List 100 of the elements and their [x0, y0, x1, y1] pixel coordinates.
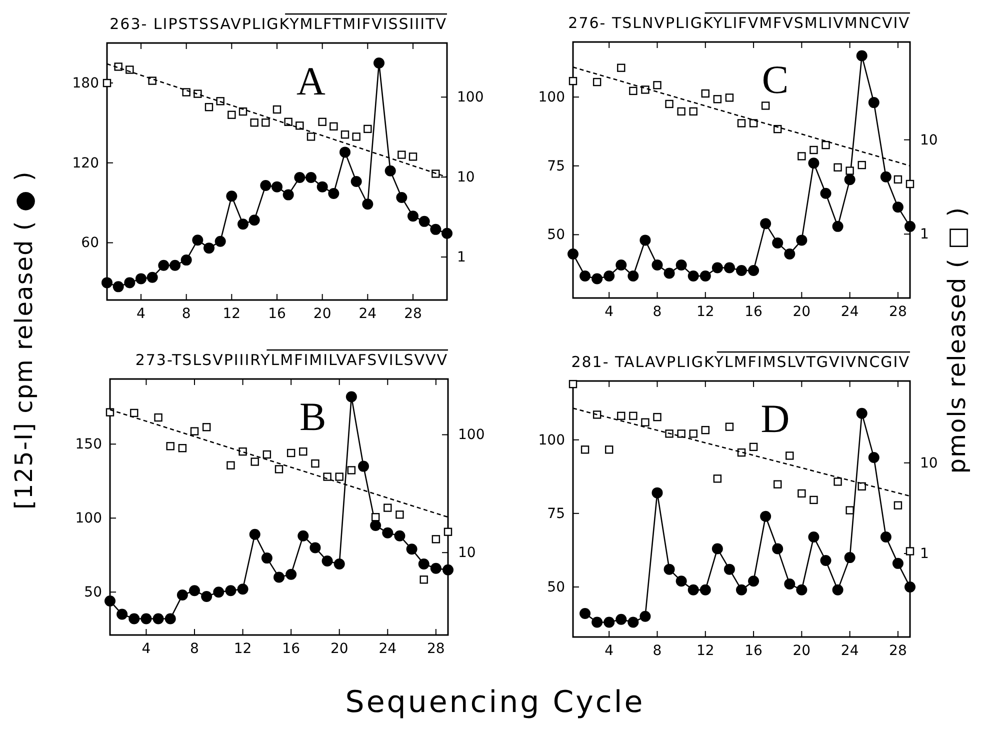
point [384, 504, 392, 512]
x-tick-label: 12 [696, 642, 714, 659]
point [808, 158, 820, 169]
y-tick-label: 50 [547, 579, 565, 596]
point [225, 585, 236, 596]
point [641, 418, 650, 426]
x-tick-label: 12 [696, 304, 714, 320]
point [261, 552, 272, 564]
point [382, 527, 394, 538]
annotation: B [299, 394, 326, 440]
point [180, 254, 192, 266]
y2-axis-title: pmols released ( □ ) [943, 206, 971, 474]
point [408, 152, 418, 161]
point [328, 188, 340, 199]
point [170, 260, 180, 271]
point [592, 273, 603, 284]
point [249, 528, 260, 540]
y2-tick-label: 10 [458, 545, 476, 562]
point [442, 228, 452, 239]
point [640, 234, 651, 246]
x-tick-label: 28 [889, 642, 907, 659]
x-tick-label: 4 [604, 304, 614, 320]
point [784, 248, 796, 260]
point [677, 107, 686, 116]
point [701, 89, 710, 98]
point [846, 506, 854, 514]
point [653, 81, 662, 90]
point [340, 130, 350, 139]
point [334, 558, 345, 570]
point [844, 552, 856, 564]
point [298, 530, 309, 542]
x-tick-label: 24 [378, 640, 397, 657]
point [204, 102, 214, 112]
y-tick-label: 180 [72, 75, 99, 92]
point [370, 520, 382, 531]
point [154, 413, 162, 422]
x-tick-label: 24 [840, 304, 859, 320]
point [676, 259, 687, 270]
point [761, 102, 770, 110]
y2-tick-label: 1 [457, 249, 466, 266]
point [652, 259, 663, 270]
y2-tick-label: 10 [920, 455, 938, 472]
point [568, 380, 578, 388]
x-tick-label: 8 [190, 640, 199, 657]
point [701, 426, 710, 434]
point [568, 248, 578, 260]
point [774, 480, 782, 488]
point [306, 172, 316, 183]
y2-tick-label: 100 [457, 90, 484, 106]
point [676, 576, 687, 587]
point [136, 273, 146, 284]
point [164, 613, 176, 624]
point [725, 94, 734, 102]
point [880, 531, 892, 542]
point [166, 442, 174, 450]
x-tick-label: 24 [358, 306, 377, 322]
point [112, 281, 124, 292]
x-tick-label: 20 [330, 640, 348, 657]
point [178, 444, 187, 452]
point [689, 107, 698, 116]
point [892, 202, 904, 213]
point [238, 218, 248, 230]
point [394, 530, 406, 542]
point [604, 270, 615, 282]
point [204, 242, 214, 254]
x-tick-label: 8 [652, 304, 662, 320]
point [688, 270, 699, 282]
point [725, 422, 734, 431]
point [748, 264, 760, 276]
point [104, 595, 116, 606]
point [140, 613, 152, 624]
point [189, 585, 200, 596]
x-tick-label: 4 [604, 642, 614, 659]
point [808, 531, 820, 542]
point [396, 510, 404, 519]
point [310, 542, 321, 554]
point [286, 448, 296, 458]
point [868, 452, 880, 464]
point [617, 64, 626, 72]
point [398, 150, 406, 159]
point [784, 578, 796, 590]
point [226, 190, 238, 202]
y-tick-label: 50 [84, 584, 102, 601]
point [617, 412, 626, 420]
point [689, 430, 698, 438]
y2-tick-label: 100 [458, 427, 485, 444]
point [712, 262, 723, 274]
point [856, 50, 868, 62]
point [713, 474, 722, 483]
point [190, 427, 199, 436]
point [396, 192, 408, 203]
point [237, 584, 248, 595]
point [904, 581, 916, 592]
point [629, 86, 638, 96]
point [306, 132, 316, 141]
x-tick-label: 20 [313, 306, 332, 322]
x-tick-label: 20 [792, 642, 811, 659]
point [677, 430, 686, 438]
point [604, 616, 615, 628]
point [748, 576, 760, 587]
